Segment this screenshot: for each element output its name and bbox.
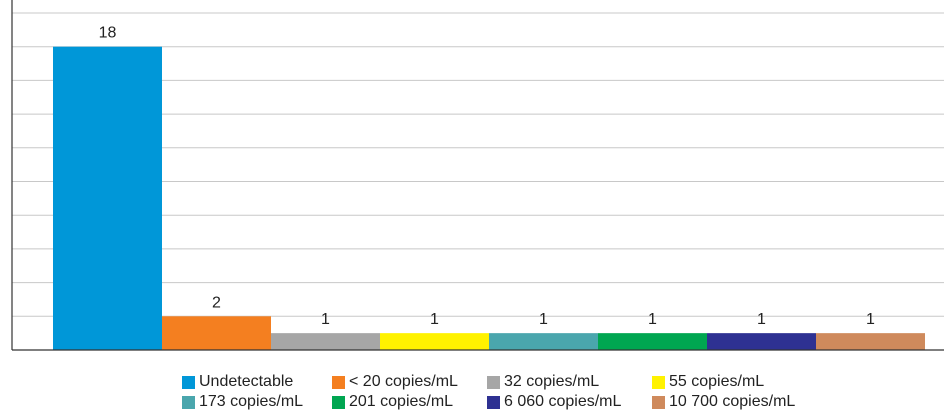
legend-swatch (182, 395, 195, 409)
legend-label: 10 700 copies/mL (669, 393, 796, 410)
data-labels: 18 2 1 1 1 1 1 1 (99, 25, 875, 328)
data-label: 2 (212, 294, 221, 311)
data-label: 1 (430, 311, 439, 328)
bar (816, 333, 925, 350)
legend-label: Undetectable (199, 373, 294, 390)
legend-item: 32 copies/mL (487, 373, 652, 391)
bar (598, 333, 707, 350)
legend-label: 173 copies/mL (199, 393, 304, 410)
bar (380, 333, 489, 350)
bar (271, 333, 380, 350)
legend-swatch (487, 395, 500, 409)
legend-item: 173 copies/mL (182, 393, 332, 411)
legend-item: 10 700 copies/mL (652, 393, 812, 411)
legend-item: < 20 copies/mL (332, 373, 487, 391)
data-label: 1 (866, 311, 875, 328)
legend-label: 32 copies/mL (504, 373, 600, 390)
gridlines (12, 12, 944, 317)
legend-swatch (332, 375, 345, 389)
legend-item: 55 copies/mL (652, 373, 812, 391)
data-label: 18 (99, 25, 117, 42)
data-label: 1 (757, 311, 766, 328)
axes (11, 0, 944, 351)
data-label: 1 (321, 311, 330, 328)
legend-item: Undetectable (182, 373, 332, 391)
legend-label: 55 copies/mL (669, 373, 765, 390)
legend-label: 201 copies/mL (349, 393, 454, 410)
legend-item: 6 060 copies/mL (487, 393, 652, 411)
legend-swatch (332, 395, 345, 409)
legend-label: 6 060 copies/mL (504, 393, 622, 410)
bar-chart: 18 2 1 1 1 1 1 1 (11, 0, 944, 351)
data-label: 1 (648, 311, 657, 328)
legend-swatch (487, 375, 500, 389)
bar (162, 316, 271, 350)
bar (489, 333, 598, 350)
legend-swatch (652, 375, 665, 389)
bar (707, 333, 816, 350)
bar (53, 46, 162, 350)
legend: Undetectable < 20 copies/mL 32 copies/mL 55… (182, 373, 882, 411)
legend-item: 201 copies/mL (332, 393, 487, 411)
data-label: 1 (539, 311, 548, 328)
bars (53, 46, 925, 350)
legend-swatch (182, 375, 195, 389)
legend-label: < 20 copies/mL (349, 373, 458, 390)
legend-swatch (652, 395, 665, 409)
